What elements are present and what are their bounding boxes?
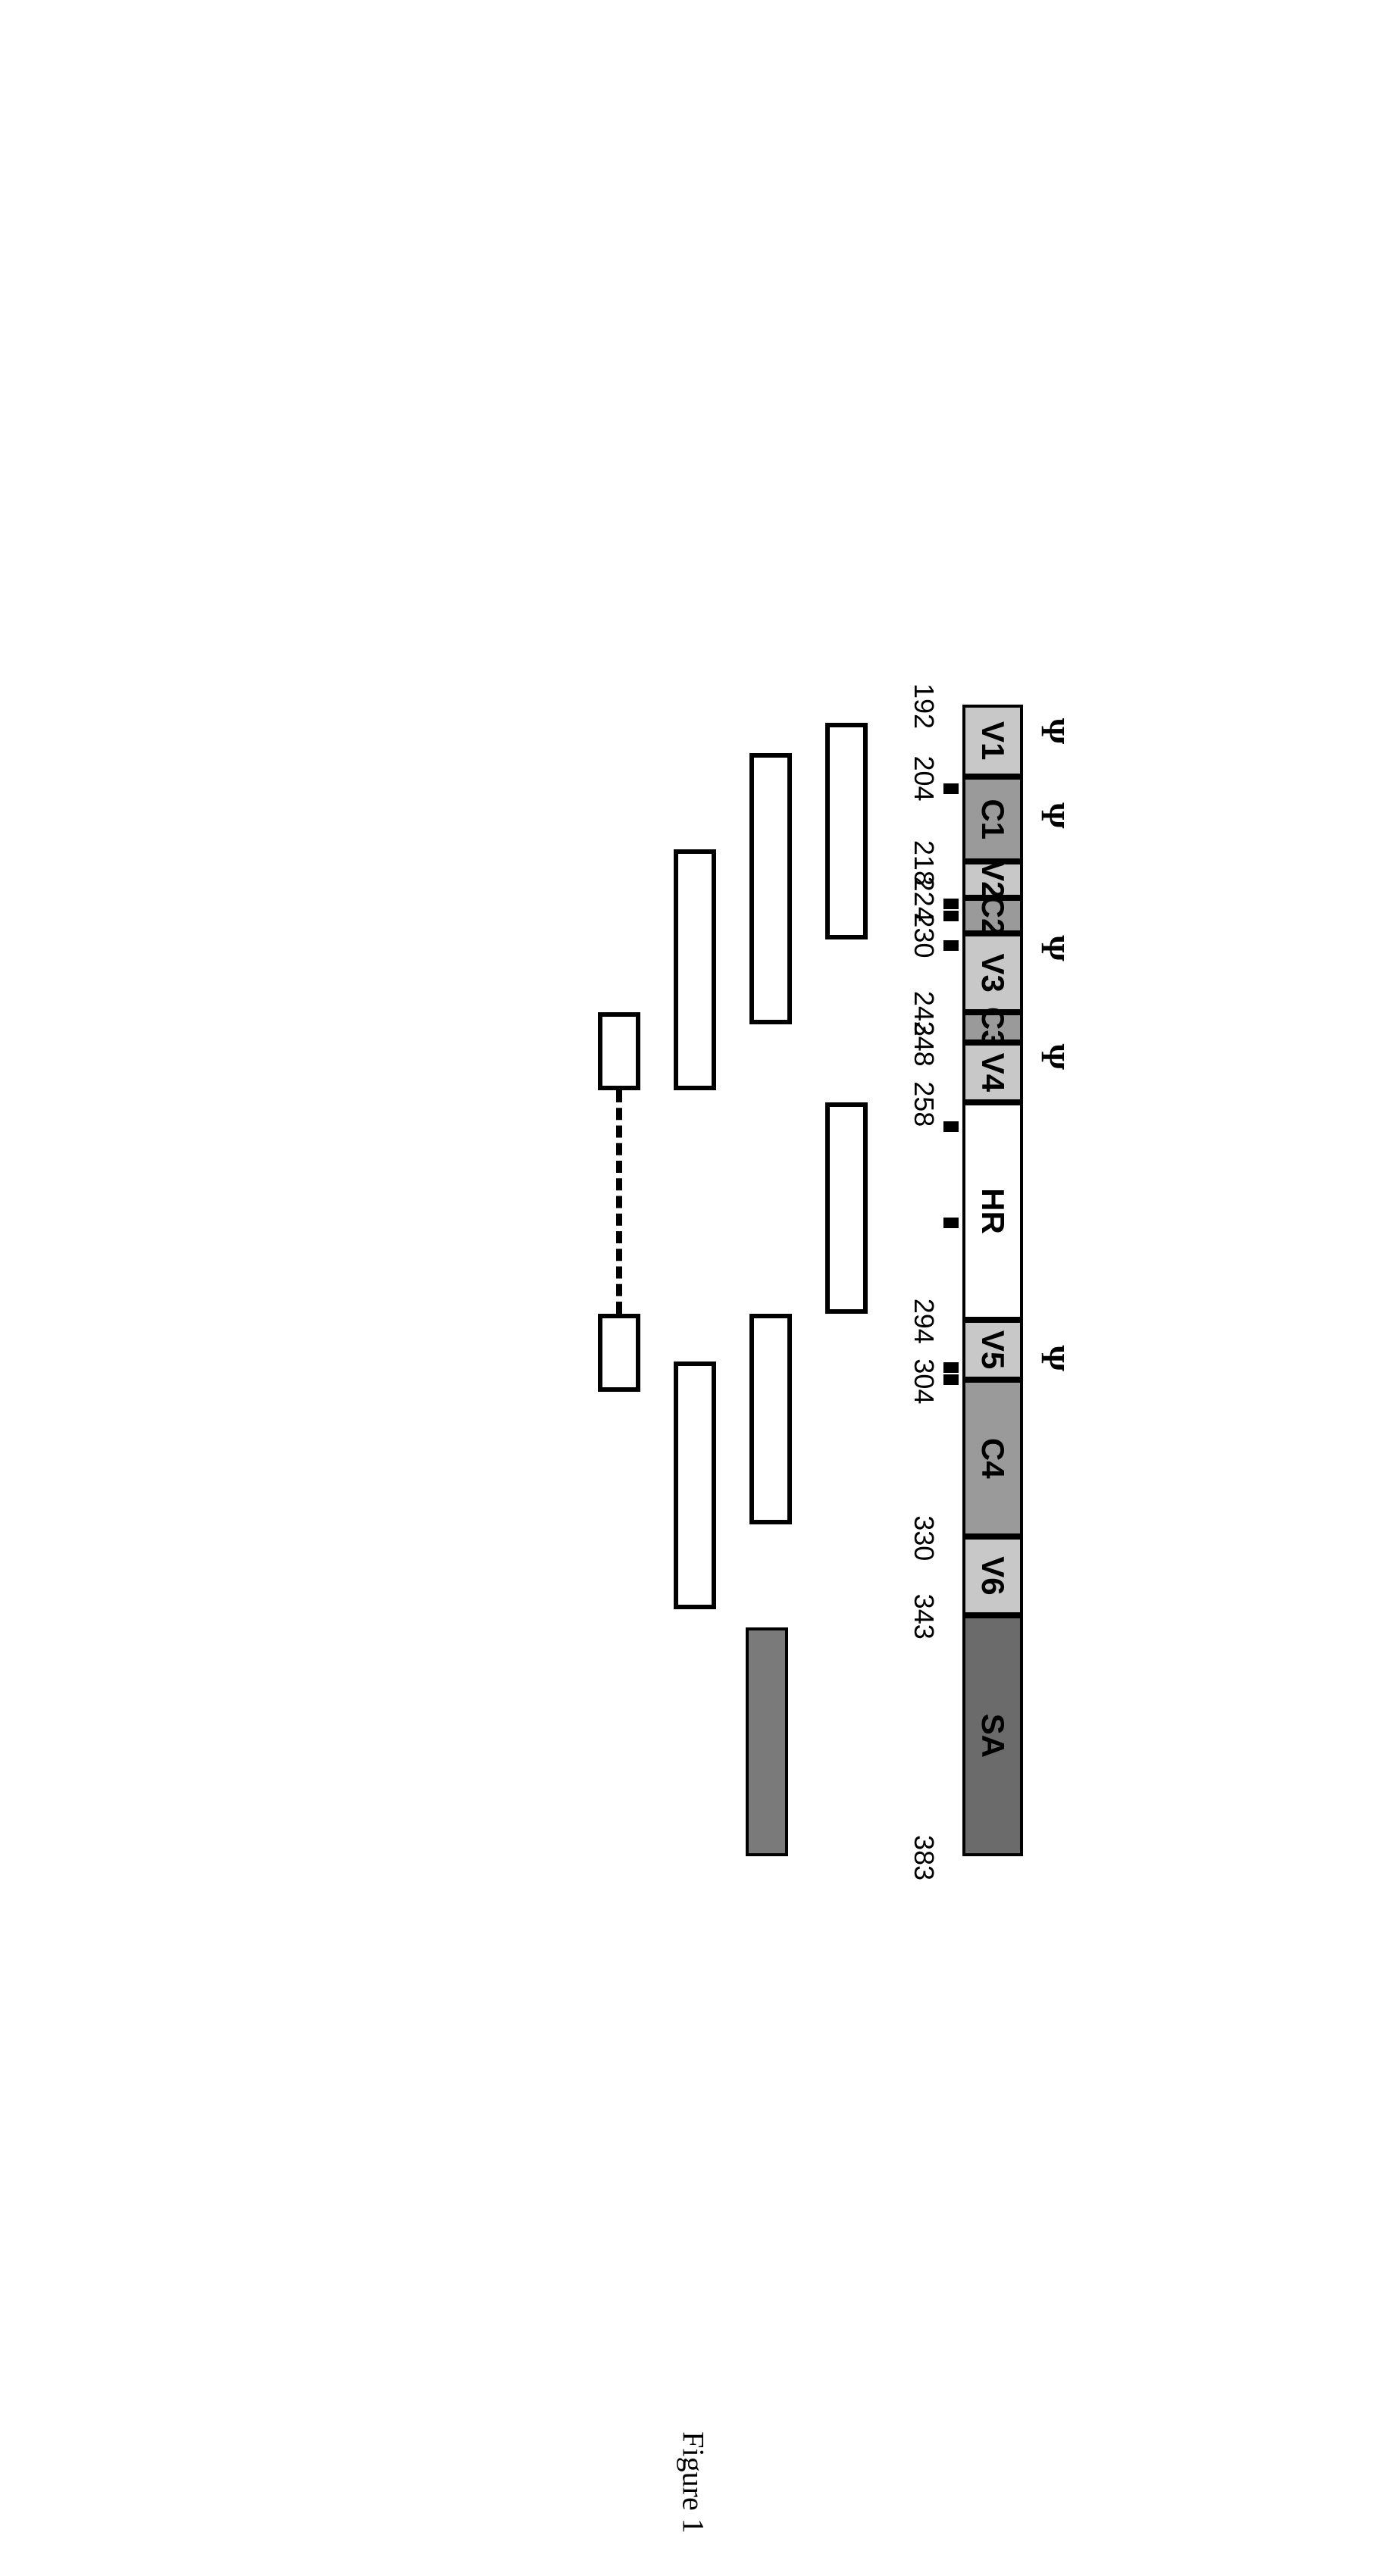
fragment-rows xyxy=(542,705,1072,1856)
fragment-bar xyxy=(598,1314,640,1392)
fragment-bar xyxy=(674,1361,716,1608)
fragment-bar xyxy=(598,1012,640,1090)
fragment-bar xyxy=(749,1314,792,1525)
fragment-bar xyxy=(825,723,868,939)
fragment-bar xyxy=(825,1102,868,1314)
fragment-bar xyxy=(674,849,716,1090)
protein-domain-diagram: ΨΨΨΨΨ V1C1V2C2V3C3V4HRV5C4V6SA 192204218… xyxy=(314,644,1072,1932)
figure-caption: Figure 1 xyxy=(675,2431,711,2533)
figure-container: ΨΨΨΨΨ V1C1V2C2V3C3V4HRV5C4V6SA 192204218… xyxy=(30,30,1356,2546)
fragment-bar-filled xyxy=(746,1627,788,1856)
fragment-bar xyxy=(749,753,792,1024)
fragment-gap-dash xyxy=(616,1090,622,1313)
